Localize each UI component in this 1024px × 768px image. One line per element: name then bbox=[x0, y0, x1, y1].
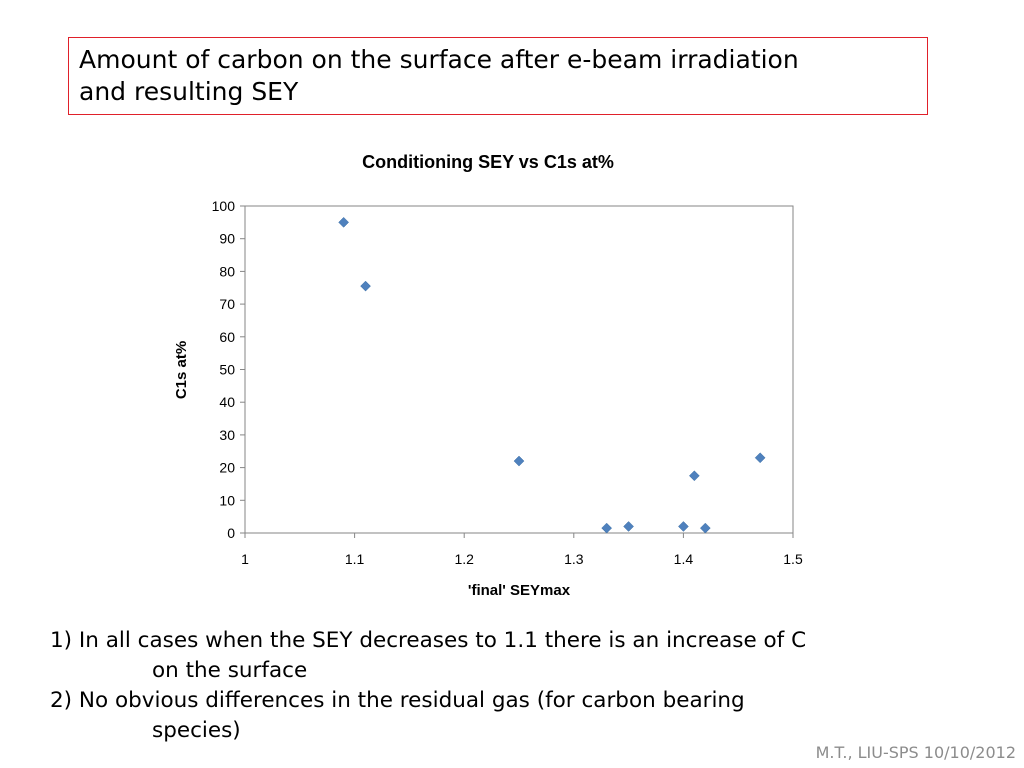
y-tick-label: 20 bbox=[219, 460, 235, 476]
slide-title-line-2: and resulting SEY bbox=[79, 77, 299, 106]
slide-title: Amount of carbon on the surface after e-… bbox=[68, 37, 928, 115]
slide-title-line-1: Amount of carbon on the surface after e-… bbox=[79, 45, 799, 74]
y-tick-label: 100 bbox=[212, 198, 236, 214]
y-tick-label: 50 bbox=[219, 362, 235, 378]
data-point bbox=[678, 521, 689, 532]
bullet-1-line-2: on the surface bbox=[152, 658, 308, 683]
data-point bbox=[601, 522, 613, 534]
x-axis: 1 1.1 1.2 1.3 1.4 1.5 bbox=[241, 533, 803, 567]
footer-credit: M.T., LIU-SPS 10/10/2012 bbox=[815, 743, 1016, 762]
x-tick-label: 1 bbox=[241, 551, 249, 567]
x-tick-label: 1.4 bbox=[674, 551, 694, 567]
y-tick-label: 40 bbox=[219, 394, 235, 410]
y-axis-label: C1s at% bbox=[173, 341, 190, 399]
data-point bbox=[623, 521, 634, 532]
bullet-list: 1) In all cases when the SEY decreases t… bbox=[50, 626, 1010, 746]
y-tick-label: 10 bbox=[219, 492, 235, 508]
data-point bbox=[513, 455, 525, 467]
x-tick-label: 1.2 bbox=[454, 551, 474, 567]
chart-title: Conditioning SEY vs C1s at% bbox=[362, 152, 614, 172]
x-tick-label: 1.5 bbox=[783, 551, 803, 567]
data-point bbox=[699, 522, 711, 534]
y-tick-label: 70 bbox=[219, 296, 235, 312]
y-tick-label: 0 bbox=[227, 525, 235, 541]
data-point bbox=[338, 216, 349, 228]
y-tick-label: 60 bbox=[219, 329, 235, 345]
data-point bbox=[754, 452, 766, 464]
data-series bbox=[338, 216, 766, 534]
bullet-2-line-2: species) bbox=[152, 718, 241, 743]
x-tick-label: 1.3 bbox=[564, 551, 584, 567]
bullet-1-line-1: 1) In all cases when the SEY decreases t… bbox=[50, 628, 807, 653]
x-axis-label: 'final' SEYmax bbox=[468, 582, 571, 599]
y-tick-label: 80 bbox=[219, 263, 235, 279]
data-point bbox=[689, 470, 700, 482]
y-axis: 0 10 20 30 40 50 60 70 80 90 100 bbox=[212, 198, 245, 541]
y-tick-label: 90 bbox=[219, 231, 235, 247]
bullet-2-line-1: 2) No obvious differences in the residua… bbox=[50, 688, 745, 713]
y-tick-label: 30 bbox=[219, 427, 235, 443]
data-point bbox=[360, 280, 371, 292]
plot-area bbox=[244, 205, 794, 534]
x-tick-label: 1.1 bbox=[345, 551, 365, 567]
